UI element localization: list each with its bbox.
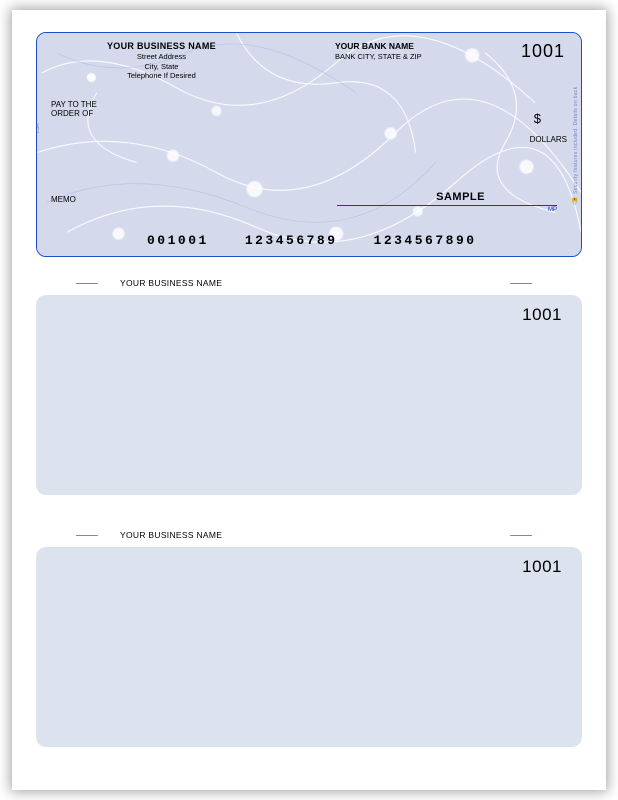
stub2-panel: 1001 — [36, 547, 582, 747]
check-panel: LSA YOUR BUSINESS NAME Street Address Ci… — [36, 32, 582, 257]
check-page: LSA YOUR BUSINESS NAME Street Address Ci… — [12, 10, 606, 790]
page-shadow: LSA YOUR BUSINESS NAME Street Address Ci… — [12, 10, 606, 790]
signature-sample: SAMPLE — [436, 191, 485, 203]
perforation-mark — [510, 535, 532, 536]
stub1-business-name: YOUR BUSINESS NAME — [108, 278, 222, 288]
stub2-header: YOUR BUSINESS NAME — [36, 525, 582, 545]
stub2-business-name: YOUR BUSINESS NAME — [108, 530, 222, 540]
perforation-mark — [76, 283, 98, 284]
check-inner: YOUR BUSINESS NAME Street Address City, … — [37, 33, 581, 256]
payee-line[interactable] — [101, 117, 401, 118]
dollars-label: DOLLARS — [530, 135, 567, 144]
business-name: YOUR BUSINESS NAME — [107, 41, 216, 52]
business-block: YOUR BUSINESS NAME Street Address City, … — [107, 41, 216, 80]
business-street: Street Address — [107, 52, 216, 61]
memo-line[interactable] — [87, 203, 287, 204]
micr-check-no: 001001 — [147, 233, 209, 248]
lock-icon: 🔒 — [572, 196, 580, 205]
mp-label: MP — [548, 207, 557, 213]
pay-to-line2: ORDER OF — [51, 110, 97, 119]
stub1-header: YOUR BUSINESS NAME — [36, 273, 582, 293]
security-strip: 🔒 Security features included. Details on… — [569, 51, 582, 241]
business-phone: Telephone If Desired — [107, 71, 216, 80]
signature-line[interactable] — [337, 205, 557, 206]
memo-label: MEMO — [51, 195, 76, 204]
micr-line: 001001 123456789 1234567890 — [37, 228, 581, 252]
bank-city-state-zip: BANK CITY, STATE & ZIP — [335, 52, 422, 61]
stub2-number: 1001 — [522, 557, 562, 577]
security-text: Security features included. Details on b… — [573, 87, 579, 194]
currency-symbol: $ — [534, 111, 541, 126]
amount-box[interactable]: $ — [534, 111, 541, 126]
micr-account: 1234567890 — [374, 233, 477, 248]
check-number: 1001 — [521, 41, 565, 62]
perforation-mark — [510, 283, 532, 284]
amount-words-line[interactable] — [51, 143, 531, 157]
stub1-number: 1001 — [522, 305, 562, 325]
micr-routing: 123456789 — [245, 233, 338, 248]
perforation-mark — [76, 535, 98, 536]
business-city-state: City, State — [107, 62, 216, 71]
bank-block: YOUR BANK NAME BANK CITY, STATE & ZIP — [335, 41, 422, 61]
bank-name: YOUR BANK NAME — [335, 41, 422, 52]
stub1-panel: 1001 — [36, 295, 582, 495]
pay-to-label: PAY TO THE ORDER OF — [51, 101, 97, 119]
